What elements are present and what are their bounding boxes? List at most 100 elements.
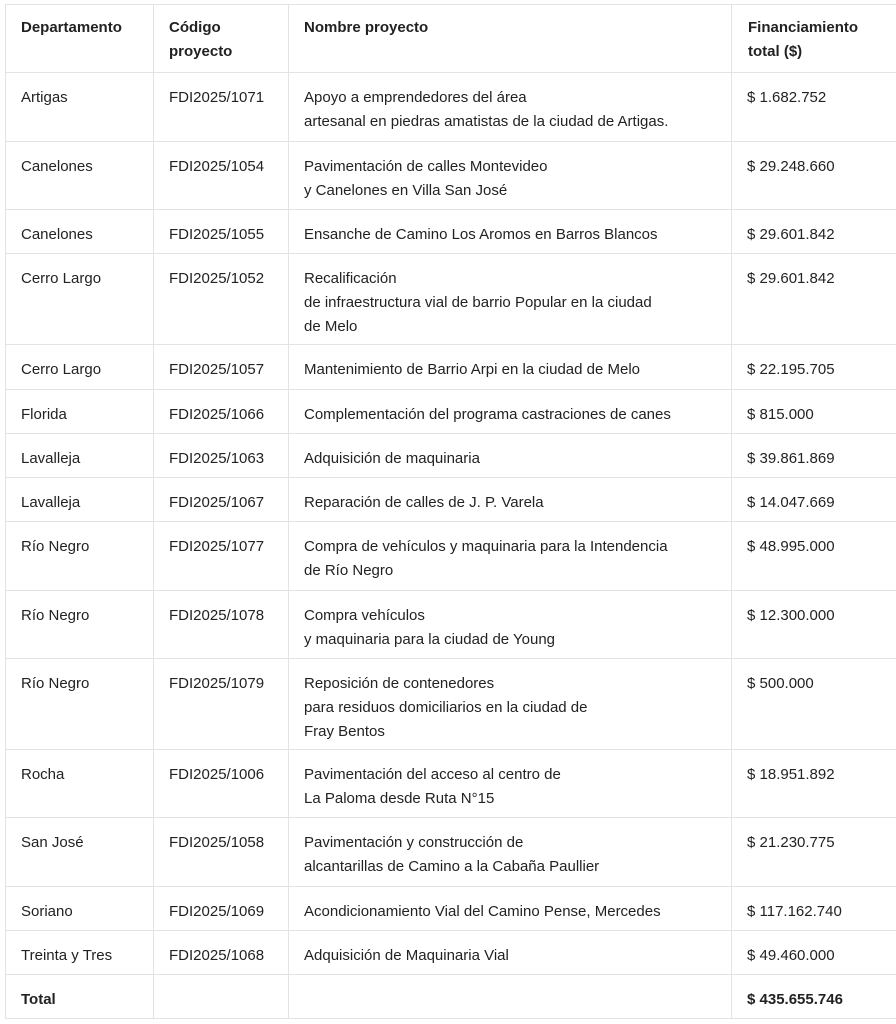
codigo-cell: FDI2025/1067 xyxy=(153,477,289,522)
nombre-cell: Complementación del programa castracione… xyxy=(288,389,732,434)
codigo-cell: FDI2025/1071 xyxy=(153,72,289,142)
nombre-cell: Recalificación de infraestructura vial de… xyxy=(288,253,732,345)
codigo-cell: FDI2025/1068 xyxy=(153,930,289,975)
nombre-line: Complementación del programa castracione… xyxy=(304,406,671,423)
nombre-cell: Reposición de contenedores para residuos … xyxy=(288,658,732,750)
nombre-cell: Adquisición de Maquinaria Vial xyxy=(288,930,732,975)
nombre-line: Adquisición de maquinaria xyxy=(304,450,480,467)
table-row: Lavalleja FDI2025/1063 Adquisición de maqu… xyxy=(5,433,896,478)
nombre-line: Pavimentación de calles Montevideo xyxy=(304,158,548,175)
table-row: Soriano FDI2025/1069 Acondicionamiento Via… xyxy=(5,886,896,931)
nombre-line: Reparación de calles de J. P. Varela xyxy=(304,494,544,511)
codigo-cell: FDI2025/1055 xyxy=(153,209,289,254)
table-row: Río Negro FDI2025/1078 Compra vehículos y m… xyxy=(5,590,896,659)
codigo-cell: FDI2025/1052 xyxy=(153,253,289,345)
table-row: Artigas FDI2025/1071 Apoyo a emprendedores… xyxy=(5,72,896,142)
codigo-cell: FDI2025/1078 xyxy=(153,590,289,659)
amount-cell: $ 500.000 xyxy=(731,658,896,750)
amount-cell: $ 29.601.842 xyxy=(731,209,896,254)
table-row: Treinta y Tres FDI2025/1068 Adquisición de… xyxy=(5,930,896,975)
codigo-cell: FDI2025/1066 xyxy=(153,389,289,434)
departamento-cell: Lavalleja xyxy=(5,433,154,478)
amount-cell: $ 22.195.705 xyxy=(731,344,896,390)
nombre-line: Compra vehículos xyxy=(304,607,425,624)
empty-cell xyxy=(153,974,289,1019)
total-row: Total $ 435.655.746 xyxy=(5,974,896,1019)
total-label: Total xyxy=(5,974,154,1019)
amount-cell: $ 1.682.752 xyxy=(731,72,896,142)
table-row: Lavalleja FDI2025/1067 Reparación de calle… xyxy=(5,477,896,522)
codigo-cell: FDI2025/1057 xyxy=(153,344,289,390)
departamento-cell: Florida xyxy=(5,389,154,434)
table-row: San José FDI2025/1058 Pavimentación y cons… xyxy=(5,817,896,887)
amount-cell: $ 48.995.000 xyxy=(731,521,896,591)
departamento-cell: Soriano xyxy=(5,886,154,931)
departamento-cell: Rocha xyxy=(5,749,154,818)
amount-cell: $ 117.162.740 xyxy=(731,886,896,931)
header-financiamiento: Financiamiento total ($) xyxy=(731,4,896,73)
nombre-line: y maquinaria para la ciudad de Young xyxy=(304,631,556,648)
departamento-cell: San José xyxy=(5,817,154,887)
nombre-line: de Río Negro xyxy=(304,562,394,579)
amount-cell: $ 39.861.869 xyxy=(731,433,896,478)
amount-cell: $ 49.460.000 xyxy=(731,930,896,975)
nombre-line: de Melo xyxy=(304,318,358,335)
nombre-line: y Canelones en Villa San José xyxy=(304,182,508,199)
header-row: Departamento Código proyecto Nombre proye… xyxy=(5,4,896,73)
nombre-cell: Ensanche de Camino Los Aromos en Barros … xyxy=(288,209,732,254)
nombre-line: Recalificación xyxy=(304,270,397,287)
nombre-cell: Apoyo a emprendedores del área artesanal … xyxy=(288,72,732,142)
nombre-line: La Paloma desde Ruta N°15 xyxy=(304,790,495,807)
departamento-cell: Cerro Largo xyxy=(5,253,154,345)
amount-cell: $ 29.601.842 xyxy=(731,253,896,345)
nombre-cell: Pavimentación de calles Montevideo y Cane… xyxy=(288,141,732,210)
nombre-line: Pavimentación del acceso al centro de xyxy=(304,766,561,783)
codigo-cell: FDI2025/1006 xyxy=(153,749,289,818)
codigo-cell: FDI2025/1077 xyxy=(153,521,289,591)
table-row: Canelones FDI2025/1055 Ensanche de Camino … xyxy=(5,209,896,254)
nombre-line: Acondicionamiento Vial del Camino Pense,… xyxy=(304,903,661,920)
departamento-cell: Río Negro xyxy=(5,658,154,750)
nombre-line: artesanal en piedras amatistas de la ciu… xyxy=(304,113,669,130)
departamento-cell: Artigas xyxy=(5,72,154,142)
departamento-cell: Canelones xyxy=(5,141,154,210)
amount-cell: $ 14.047.669 xyxy=(731,477,896,522)
amount-cell: $ 21.230.775 xyxy=(731,817,896,887)
nombre-cell: Acondicionamiento Vial del Camino Pense,… xyxy=(288,886,732,931)
nombre-line: Adquisición de Maquinaria Vial xyxy=(304,947,509,964)
departamento-cell: Río Negro xyxy=(5,521,154,591)
nombre-line: alcantarillas de Camino a la Cabaña Paul… xyxy=(304,858,600,875)
amount-cell: $ 12.300.000 xyxy=(731,590,896,659)
nombre-cell: Adquisición de maquinaria xyxy=(288,433,732,478)
nombre-cell: Pavimentación y construcción de alcantari… xyxy=(288,817,732,887)
codigo-cell: FDI2025/1063 xyxy=(153,433,289,478)
nombre-line: Reposición de contenedores xyxy=(304,675,495,692)
amount-cell: $ 815.000 xyxy=(731,389,896,434)
header-departamento: Departamento xyxy=(5,4,154,73)
header-codigo: Código proyecto xyxy=(153,4,289,73)
departamento-cell: Lavalleja xyxy=(5,477,154,522)
nombre-line: Compra de vehículos y maquinaria para la… xyxy=(304,538,668,555)
table-row: Río Negro FDI2025/1077 Compra de vehículos… xyxy=(5,521,896,591)
nombre-line: Mantenimiento de Barrio Arpi en la ciuda… xyxy=(304,361,641,378)
departamento-cell: Canelones xyxy=(5,209,154,254)
departamento-cell: Treinta y Tres xyxy=(5,930,154,975)
header-nombre: Nombre proyecto xyxy=(288,4,732,73)
nombre-line: de infraestructura vial de barrio Popula… xyxy=(304,294,652,311)
projects-table: Departamento Código proyecto Nombre proye… xyxy=(5,4,896,1019)
nombre-cell: Mantenimiento de Barrio Arpi en la ciuda… xyxy=(288,344,732,390)
departamento-cell: Río Negro xyxy=(5,590,154,659)
nombre-line: Fray Bentos xyxy=(304,723,385,740)
table-row: Cerro Largo FDI2025/1052 Recalificación de … xyxy=(5,253,896,345)
amount-cell: $ 29.248.660 xyxy=(731,141,896,210)
codigo-cell: FDI2025/1079 xyxy=(153,658,289,750)
nombre-line: para residuos domiciliarios en la ciudad… xyxy=(304,699,588,716)
nombre-cell: Compra vehículos y maquinaria para la ciu… xyxy=(288,590,732,659)
nombre-line: Pavimentación y construcción de xyxy=(304,834,524,851)
codigo-cell: FDI2025/1058 xyxy=(153,817,289,887)
table-row: Rocha FDI2025/1006 Pavimentación del acces… xyxy=(5,749,896,818)
table-row: Canelones FDI2025/1054 Pavimentación de ca… xyxy=(5,141,896,210)
nombre-cell: Compra de vehículos y maquinaria para la… xyxy=(288,521,732,591)
amount-cell: $ 18.951.892 xyxy=(731,749,896,818)
codigo-cell: FDI2025/1069 xyxy=(153,886,289,931)
